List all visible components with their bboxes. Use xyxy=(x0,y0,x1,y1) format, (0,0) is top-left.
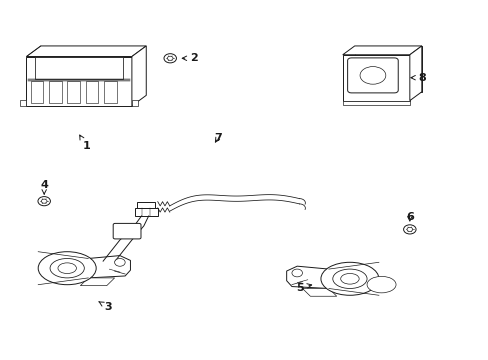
Text: 8: 8 xyxy=(410,73,425,83)
Circle shape xyxy=(41,199,47,203)
Circle shape xyxy=(167,56,173,60)
FancyBboxPatch shape xyxy=(347,58,397,93)
Text: 3: 3 xyxy=(99,302,111,312)
Text: 6: 6 xyxy=(405,212,413,222)
Circle shape xyxy=(163,54,176,63)
Ellipse shape xyxy=(38,252,96,285)
Polygon shape xyxy=(132,46,146,106)
Polygon shape xyxy=(286,266,328,288)
Polygon shape xyxy=(31,81,43,103)
Circle shape xyxy=(406,227,412,231)
Polygon shape xyxy=(26,46,146,57)
Ellipse shape xyxy=(320,262,378,295)
Ellipse shape xyxy=(58,263,76,274)
Polygon shape xyxy=(67,81,80,103)
Polygon shape xyxy=(49,81,61,103)
Text: 7: 7 xyxy=(214,133,222,143)
Polygon shape xyxy=(103,81,117,103)
Circle shape xyxy=(403,225,415,234)
Bar xyxy=(135,208,158,216)
Polygon shape xyxy=(85,81,98,103)
Circle shape xyxy=(291,269,302,277)
Polygon shape xyxy=(302,288,336,296)
Ellipse shape xyxy=(332,269,366,288)
Polygon shape xyxy=(20,100,26,106)
Ellipse shape xyxy=(366,276,395,293)
Text: 4: 4 xyxy=(40,180,48,194)
Ellipse shape xyxy=(340,274,358,284)
Text: 5: 5 xyxy=(295,283,311,293)
Polygon shape xyxy=(342,100,409,105)
Polygon shape xyxy=(35,57,123,79)
Polygon shape xyxy=(342,46,421,55)
Bar xyxy=(137,202,155,208)
Circle shape xyxy=(38,197,50,206)
Polygon shape xyxy=(354,46,421,92)
Text: 1: 1 xyxy=(80,135,90,152)
Polygon shape xyxy=(409,46,421,100)
Polygon shape xyxy=(80,278,114,286)
Polygon shape xyxy=(132,100,138,106)
Ellipse shape xyxy=(50,258,84,278)
Polygon shape xyxy=(342,55,409,100)
Polygon shape xyxy=(26,57,132,106)
Circle shape xyxy=(114,258,125,266)
FancyBboxPatch shape xyxy=(113,224,141,239)
Text: 2: 2 xyxy=(182,53,198,63)
Polygon shape xyxy=(88,256,130,278)
Ellipse shape xyxy=(359,67,385,84)
